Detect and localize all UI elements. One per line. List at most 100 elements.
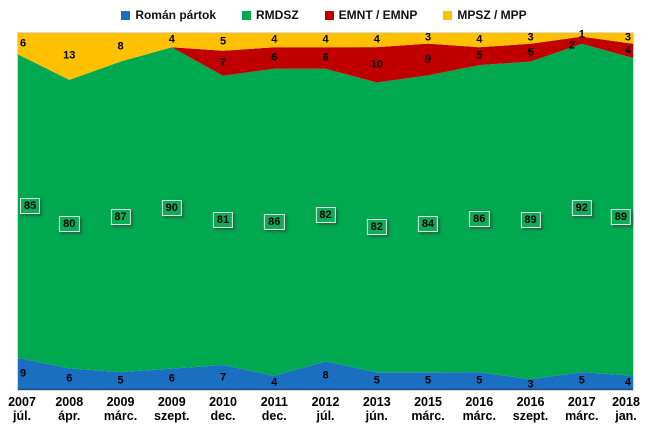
area-series-3 <box>18 36 633 83</box>
data-label: 6 <box>20 37 27 50</box>
data-label: 3 <box>624 31 631 44</box>
x-axis-label-month: szept. <box>512 409 549 423</box>
x-axis-label: 2012 júl. <box>312 395 340 423</box>
legend-item: MPSZ / MPP <box>443 8 527 22</box>
x-axis-label-year: 2016 <box>465 395 494 409</box>
data-label: 82 <box>315 207 336 224</box>
data-label: 5 <box>219 35 227 48</box>
legend-swatch-icon <box>443 10 453 20</box>
x-axis-label: 2007 júl. <box>8 395 36 423</box>
x-axis-label-month: ápr. <box>58 409 81 423</box>
x-axis-label-month: dec. <box>210 409 236 423</box>
data-label: 1 <box>578 28 585 41</box>
data-label: 6 <box>322 51 329 64</box>
data-label: 6 <box>66 372 73 385</box>
data-label: 4 <box>373 33 380 46</box>
x-axis-label-year: 2008 <box>55 395 84 409</box>
data-label: 8 <box>322 369 329 382</box>
data-label: 92 <box>571 199 592 216</box>
x-axis-label-year: 2016 <box>516 395 545 409</box>
x-axis-label-month: jún. <box>365 409 388 423</box>
data-label: 89 <box>520 212 541 229</box>
x-axis-label: 2013 jún. <box>363 395 391 423</box>
x-axis-label: 2017 márc. <box>565 395 598 423</box>
legend-item: Román pártok <box>121 8 216 22</box>
data-label: 5 <box>527 46 534 59</box>
x-axis-label-year: 2018 <box>612 395 640 409</box>
x-axis-label-year: 2011 <box>260 395 288 409</box>
legend-label: EMNT / EMNP <box>338 8 418 22</box>
data-label: 9 <box>20 367 27 380</box>
data-label: 4 <box>624 44 631 57</box>
x-axis-label: 2016 szept. <box>513 395 548 423</box>
data-label: 8 <box>117 40 124 53</box>
legend-label: MPSZ / MPP <box>457 8 527 22</box>
data-label: 4 <box>271 33 278 46</box>
data-label: 3 <box>424 31 432 44</box>
data-label: 3 <box>527 378 534 391</box>
data-label: 81 <box>212 212 234 229</box>
data-label: 86 <box>469 210 490 227</box>
x-axis-label-month: márc. <box>565 409 599 423</box>
data-label: 4 <box>322 33 329 46</box>
legend-swatch-icon <box>324 10 334 20</box>
legend-label: RMDSZ <box>256 8 299 22</box>
plot-border <box>17 32 634 391</box>
data-label: 9 <box>424 53 432 65</box>
x-axis-label-year: 2012 <box>311 395 340 409</box>
x-axis-label: 2009 márc. <box>104 395 137 423</box>
data-label: 5 <box>476 374 483 387</box>
x-axis-label-month: márc. <box>103 409 138 423</box>
legend-swatch-icon <box>242 10 251 20</box>
data-label: 6 <box>168 372 175 385</box>
area-series-2 <box>18 43 633 380</box>
data-label: 10 <box>370 58 383 71</box>
data-label: 89 <box>610 208 631 225</box>
data-label: 85 <box>20 198 41 215</box>
x-axis-label-month: márc. <box>411 409 445 423</box>
data-label: 90 <box>161 199 182 216</box>
data-label: 2 <box>568 39 575 52</box>
x-axis-label-year: 2010 <box>209 395 237 409</box>
data-label: 86 <box>264 214 285 231</box>
x-axis-label-month: júl. <box>12 409 32 423</box>
x-axis-label-year: 2009 <box>157 395 186 409</box>
x-axis-label-month: szept. <box>154 409 190 423</box>
legend-label: Román pártok <box>135 8 216 22</box>
data-label: 4 <box>624 376 631 389</box>
x-axis-label-month: dec. <box>261 409 287 423</box>
data-label: 4 <box>476 33 483 46</box>
legend-swatch-icon <box>121 10 131 20</box>
data-label: 3 <box>527 31 534 44</box>
data-label: 5 <box>578 374 585 387</box>
area-series-1 <box>18 357 633 390</box>
data-label: 84 <box>417 215 439 232</box>
data-label: 82 <box>366 219 387 236</box>
data-label: 5 <box>117 374 124 387</box>
legend-item: RMDSZ <box>242 8 299 22</box>
data-label: 7 <box>219 56 227 69</box>
x-axis-label: 2018 jan. <box>612 395 640 423</box>
data-label: 5 <box>373 374 380 387</box>
x-axis-label-year: 2013 <box>362 395 391 409</box>
x-axis-label-year: 2017 <box>567 395 596 409</box>
x-axis-label-year: 2015 <box>414 395 442 409</box>
data-label: 13 <box>63 49 76 62</box>
data-label: 80 <box>59 216 80 233</box>
x-axis-label-month: júl. <box>316 409 335 423</box>
chart-legend: Román pártok RMDSZ EMNT / EMNP MPSZ / MPP <box>0 5 648 25</box>
x-axis-label: 2008 ápr. <box>55 395 83 423</box>
x-axis-label: 2009 szept. <box>154 395 189 423</box>
x-axis-label-year: 2009 <box>106 395 135 409</box>
area-series-4 <box>18 33 633 80</box>
data-label: 4 <box>168 33 175 46</box>
x-axis-label: 2015 márc. <box>411 395 444 423</box>
x-axis-label: 2011 dec. <box>261 395 288 423</box>
data-label: 5 <box>424 374 432 387</box>
data-label: 4 <box>271 376 278 389</box>
data-label: 6 <box>271 51 278 64</box>
data-label: 7 <box>219 371 227 383</box>
x-axis-label-year: 2007 <box>8 395 36 409</box>
